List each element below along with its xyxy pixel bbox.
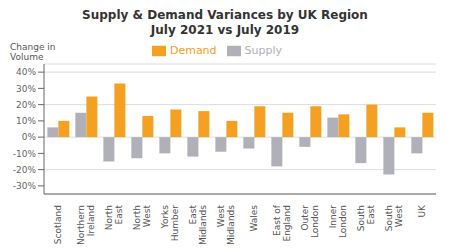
html-text:Change in Volume: Change in Volume [10,42,56,62]
svg-text:-30%: -30% [13,181,37,191]
svg-text:NorthEast: NorthEast [104,205,124,231]
svg-text:WestMidlands: WestMidlands [216,205,236,244]
svg-text:30%: 30% [16,84,36,94]
svg-text:-20%: -20% [13,165,37,175]
svg-text:20%: 20% [16,100,36,110]
html-text:Supply & Demand Variances by U: Supply & Demand Variances by UK Region J… [82,8,368,37]
svg-text:EastMidlands: EastMidlands [188,205,208,244]
svg-text:NorthernIreland: NorthernIreland [76,205,96,244]
html-text:Supply: Supply [244,44,283,57]
svg-text:YorksHumber: YorksHumber [160,205,180,242]
html-text:Demand: Demand [169,44,217,57]
svg-text:40%: 40% [16,67,36,77]
svg-text:-10%: -10% [13,149,37,159]
svg-text:NorthWest: NorthWest [132,205,152,231]
svg-text:East ofEngland: East ofEngland [272,204,292,241]
svg-text:Scotland: Scotland [53,205,63,244]
svg-text:OuterLondon: OuterLondon [300,205,320,238]
svg-text:SouthEast: SouthEast [356,205,376,232]
svg-text:Wales: Wales [249,205,259,232]
svg-text:InnerLondon: InnerLondon [328,205,348,238]
svg-text:0%: 0% [22,132,37,142]
svg-text:UK: UK [417,204,427,218]
svg-text:SouthWest: SouthWest [384,205,404,232]
svg-text:10%: 10% [16,116,36,126]
